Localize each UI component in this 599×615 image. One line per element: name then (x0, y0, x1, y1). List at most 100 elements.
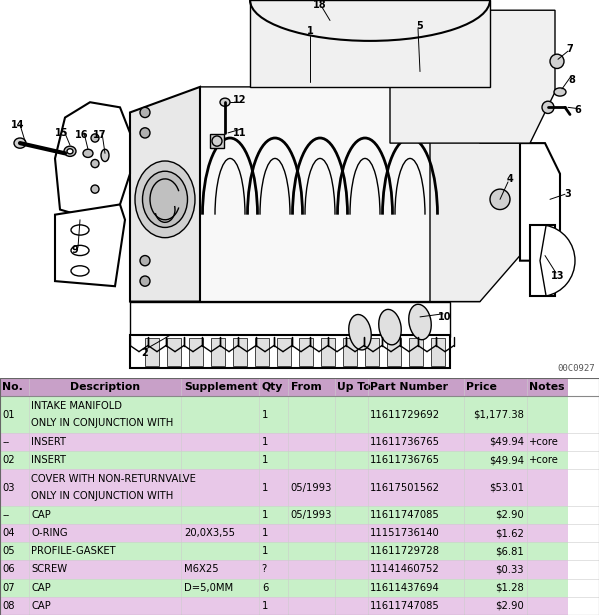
Bar (189, 338, 203, 366)
Bar (259, 378, 288, 397)
Text: $49.94: $49.94 (489, 437, 524, 447)
Text: Description: Description (70, 383, 140, 392)
Bar (181, 433, 259, 451)
Bar (335, 579, 368, 597)
Text: 01: 01 (2, 410, 15, 419)
Bar (277, 338, 291, 366)
Wedge shape (540, 226, 575, 296)
Text: 1: 1 (262, 410, 268, 419)
Bar (464, 433, 527, 451)
Bar (259, 560, 288, 579)
Bar (259, 433, 288, 451)
Bar (288, 579, 335, 597)
Bar (0, 579, 29, 597)
Bar (299, 338, 313, 366)
Ellipse shape (220, 98, 230, 106)
Bar (0, 397, 29, 433)
Ellipse shape (140, 256, 150, 266)
Text: From: From (291, 383, 321, 392)
Polygon shape (130, 87, 200, 301)
Text: CAP: CAP (31, 510, 51, 520)
Text: 4: 4 (507, 174, 513, 184)
Text: +core: +core (529, 437, 559, 447)
Text: 17: 17 (93, 130, 107, 140)
Bar (368, 560, 464, 579)
Ellipse shape (550, 54, 564, 68)
Bar (527, 451, 568, 469)
Bar (181, 469, 259, 506)
Bar (29, 597, 181, 615)
Text: +core: +core (529, 455, 559, 465)
Text: 03: 03 (2, 483, 15, 493)
Bar (335, 542, 368, 560)
Bar (288, 397, 335, 433)
Bar (233, 338, 247, 366)
Bar (368, 433, 464, 451)
Polygon shape (520, 143, 560, 261)
Bar (368, 579, 464, 597)
Bar (181, 378, 259, 397)
Ellipse shape (140, 108, 150, 117)
Bar (464, 560, 527, 579)
Bar (259, 524, 288, 542)
Bar (335, 469, 368, 506)
Bar (0, 451, 29, 469)
Text: INTAKE MANIFOLD: INTAKE MANIFOLD (31, 401, 122, 411)
Bar (259, 397, 288, 433)
Text: 2: 2 (141, 347, 149, 358)
Bar (464, 378, 527, 397)
Bar (368, 397, 464, 433)
Text: ONLY IN CONJUNCTION WITH: ONLY IN CONJUNCTION WITH (31, 491, 173, 501)
Bar (368, 378, 464, 397)
Text: 11611437694: 11611437694 (370, 582, 440, 593)
Bar (368, 542, 464, 560)
Bar (288, 542, 335, 560)
Polygon shape (200, 87, 480, 301)
Text: 11611736765: 11611736765 (370, 455, 440, 465)
Bar (288, 524, 335, 542)
Bar (464, 542, 527, 560)
Text: 11: 11 (233, 128, 247, 138)
Text: No.: No. (2, 383, 23, 392)
Bar (0, 378, 29, 397)
Text: PROFILE-GASKET: PROFILE-GASKET (31, 546, 116, 556)
Ellipse shape (67, 149, 73, 154)
Bar (464, 597, 527, 615)
Ellipse shape (140, 128, 150, 138)
Text: $53.01: $53.01 (489, 483, 524, 493)
Ellipse shape (135, 161, 195, 237)
Polygon shape (390, 10, 555, 143)
Bar (29, 378, 181, 397)
Text: SCREW: SCREW (31, 565, 67, 574)
Text: Supplement: Supplement (184, 383, 258, 392)
Text: 11611747085: 11611747085 (370, 601, 440, 611)
Bar (211, 338, 225, 366)
Bar (29, 506, 181, 524)
Ellipse shape (379, 309, 401, 345)
Text: D=5,0MM: D=5,0MM (184, 582, 233, 593)
Bar (527, 433, 568, 451)
Text: $49.94: $49.94 (489, 455, 524, 465)
Ellipse shape (83, 149, 93, 157)
Ellipse shape (91, 159, 99, 168)
Text: 20,0X3,55: 20,0X3,55 (184, 528, 235, 538)
Bar (368, 597, 464, 615)
Bar (335, 378, 368, 397)
Bar (335, 524, 368, 542)
Text: 16: 16 (75, 130, 89, 140)
Text: INSERT: INSERT (31, 455, 66, 465)
Bar (409, 338, 423, 366)
Text: O-RING: O-RING (31, 528, 68, 538)
Bar (464, 451, 527, 469)
Ellipse shape (409, 304, 431, 339)
Bar (288, 469, 335, 506)
Text: 6: 6 (262, 582, 268, 593)
Ellipse shape (64, 146, 76, 156)
Text: 07: 07 (2, 582, 15, 593)
Bar (181, 579, 259, 597)
Bar (288, 597, 335, 615)
Bar (259, 506, 288, 524)
Ellipse shape (542, 101, 554, 113)
Bar (527, 378, 568, 397)
Text: 7: 7 (567, 44, 573, 54)
